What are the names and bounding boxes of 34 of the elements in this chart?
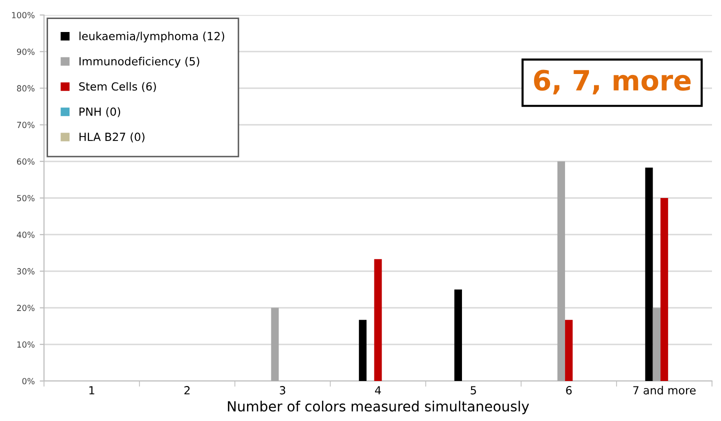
bar [374, 259, 382, 381]
bar [557, 161, 566, 381]
x-tick-label: 5 [470, 386, 476, 394]
bar [565, 320, 573, 381]
bar [645, 168, 653, 381]
bar [660, 198, 668, 381]
legend-label: PNH (0) [80, 107, 120, 118]
legend-label: Stem Cells (6) [79, 82, 156, 92]
x-tick-label: 1 [89, 386, 94, 394]
x-tick-label: 3 [280, 386, 286, 394]
bar [652, 308, 660, 381]
bar [454, 290, 462, 381]
legend-label: HLA B27 (0) [80, 132, 144, 142]
x-tick-label: 4 [375, 386, 381, 394]
y-tick-label: 90% [16, 48, 35, 55]
y-tick-label: 30% [17, 268, 35, 274]
y-tick-label: 40% [16, 232, 35, 238]
y-tick-label: 60% [17, 158, 35, 165]
legend-label: Immunodeficiency (5) [80, 56, 200, 68]
legend-label: leukaemia/lymphoma (12) [79, 32, 224, 42]
x-tick-label: 2 [184, 386, 190, 394]
y-tick-label: 70% [17, 122, 35, 128]
x-tick-label: 7 and more [633, 386, 696, 394]
bar [271, 308, 279, 381]
annotation: 6, 7, more [534, 70, 691, 94]
y-tick-label: 100% [12, 12, 35, 18]
bar [358, 320, 367, 381]
y-tick-label: 20% [17, 304, 35, 312]
x-axis-title: Number of colors measured simultaneously [228, 400, 530, 414]
y-tick-label: 80% [17, 85, 35, 92]
y-tick-label: 50% [17, 194, 35, 202]
x-tick-label: 6 [566, 386, 572, 394]
y-tick-label: 10% [17, 341, 35, 348]
y-tick-label: 0% [22, 378, 35, 384]
